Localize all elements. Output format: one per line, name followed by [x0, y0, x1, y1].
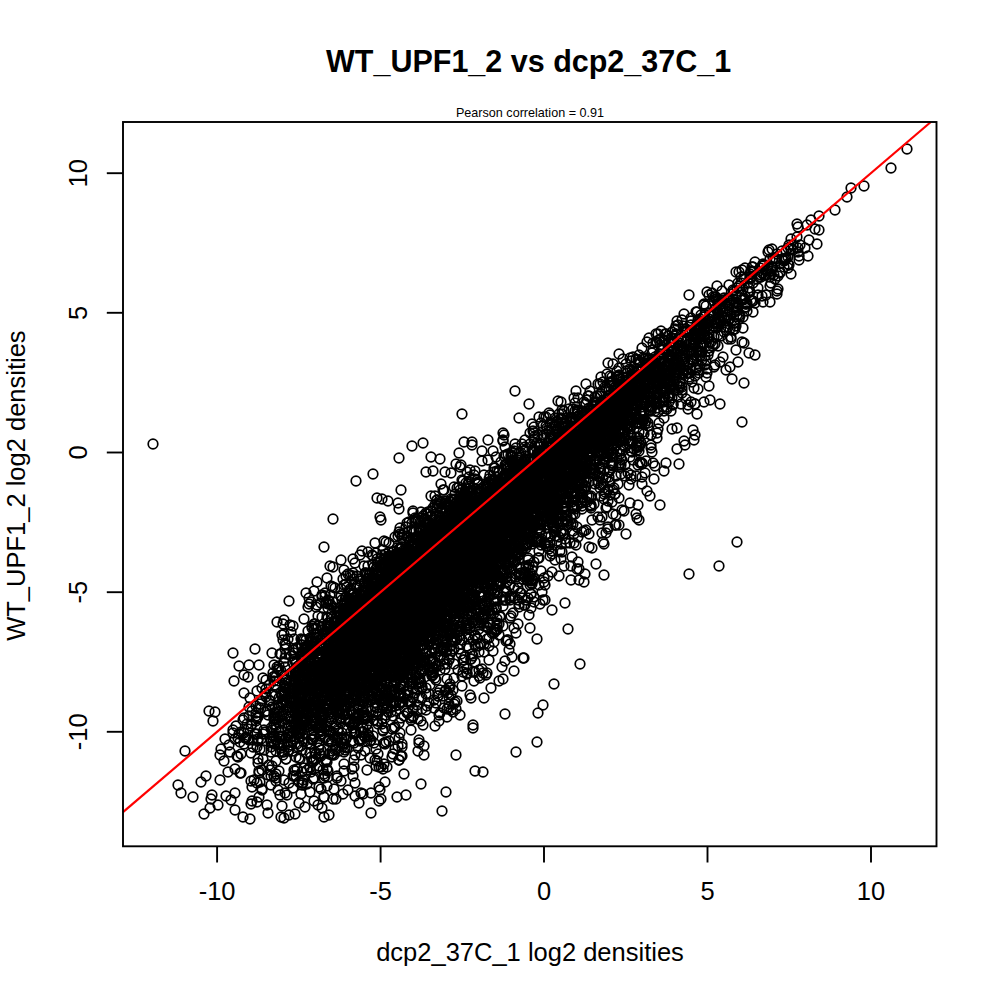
- svg-text:dcp2_37C_1 log2 densities: dcp2_37C_1 log2 densities: [376, 938, 684, 966]
- svg-text:0: 0: [537, 877, 551, 905]
- svg-text:10: 10: [857, 877, 885, 905]
- svg-text:5: 5: [700, 877, 714, 905]
- svg-text:WT_UPF1_2 log2 densities: WT_UPF1_2 log2 densities: [2, 330, 30, 640]
- svg-text:Pearson correlation = 0.91: Pearson correlation = 0.91: [456, 106, 604, 120]
- svg-text:-5: -5: [64, 581, 92, 604]
- svg-text:5: 5: [64, 306, 92, 320]
- svg-text:-10: -10: [199, 877, 236, 905]
- svg-text:-10: -10: [64, 713, 92, 750]
- svg-text:0: 0: [64, 445, 92, 459]
- svg-text:10: 10: [64, 159, 92, 187]
- svg-text:WT_UPF1_2 vs dcp2_37C_1: WT_UPF1_2 vs dcp2_37C_1: [326, 44, 731, 79]
- svg-text:-5: -5: [369, 877, 392, 905]
